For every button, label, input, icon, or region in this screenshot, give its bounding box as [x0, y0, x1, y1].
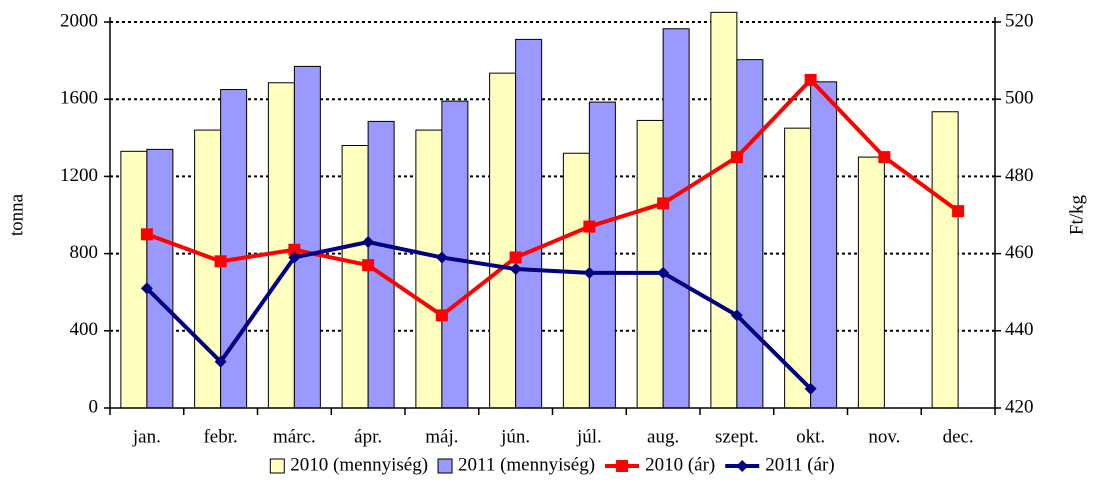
marker [583, 266, 596, 279]
y2-tick-label: 420 [1005, 396, 1034, 417]
bar [293, 65, 321, 409]
bar [710, 11, 738, 409]
bar [810, 81, 838, 409]
bar [636, 119, 664, 409]
x-tick-label: szept. [715, 426, 759, 447]
y-axis-label: tonna [6, 193, 27, 236]
y-tick-label: 1200 [60, 165, 98, 186]
x-tick-label: ápr. [354, 426, 382, 447]
marker [435, 309, 448, 322]
marker [362, 236, 375, 249]
x-tick-label: okt. [796, 426, 825, 447]
marker [140, 228, 153, 241]
line [146, 77, 960, 318]
marker [657, 197, 670, 210]
marker [616, 460, 629, 472]
marker [435, 251, 448, 264]
marker [730, 151, 743, 164]
y-tick-label: 2000 [60, 10, 98, 31]
marker [736, 460, 749, 472]
y2-tick-label: 440 [1005, 319, 1034, 340]
legend-label: 2010 (ár) [645, 454, 715, 475]
bar [489, 72, 517, 409]
bar [662, 28, 690, 409]
bar [515, 38, 543, 409]
x-tick-label: jan. [132, 426, 161, 447]
x-tick-label: máj. [425, 426, 458, 447]
y2-tick-label: 480 [1005, 165, 1034, 186]
legend-label: 2011 (ár) [765, 454, 834, 475]
bar [736, 59, 764, 409]
y-tick-label: 400 [70, 319, 99, 340]
bar [415, 129, 443, 409]
legend-label: 2010 (mennyiség) [290, 454, 428, 475]
marker [509, 251, 522, 264]
y2-tick-label: 500 [1005, 88, 1034, 109]
y-tick-label: 800 [70, 242, 99, 263]
bar [562, 152, 590, 409]
y2-tick-label: 520 [1005, 10, 1034, 31]
marker [288, 243, 301, 256]
x-tick-label: júl. [576, 426, 602, 447]
marker [214, 355, 227, 368]
x-tick-label: márc. [273, 426, 316, 447]
marker [288, 251, 301, 264]
y-tick-label: 1600 [60, 88, 98, 109]
y-tick-label: 0 [89, 396, 99, 417]
legend-swatch [269, 458, 285, 474]
marker [140, 282, 153, 295]
legend-label: 2011 (mennyiség) [458, 454, 595, 475]
y2-tick-label: 460 [1005, 242, 1034, 263]
marker [804, 73, 817, 86]
y2-axis-label: Ft/kg [1066, 194, 1087, 235]
marker [730, 309, 743, 322]
bar [931, 111, 959, 409]
bar [146, 148, 174, 409]
bar [341, 145, 369, 409]
legend: 2010 (mennyiség) 2011 (mennyiség) 2010 (ár… [269, 454, 835, 475]
marker [509, 263, 522, 276]
marker [952, 205, 965, 218]
marker [583, 220, 596, 233]
legend-swatch [437, 458, 453, 474]
x-tick-label: dec. [943, 426, 974, 447]
marker [804, 382, 817, 395]
bar [120, 150, 148, 409]
x-tick-label: nov. [868, 426, 900, 447]
x-tick-label: febr. [203, 426, 237, 447]
bar [194, 129, 222, 409]
bar [857, 156, 885, 409]
marker [214, 255, 227, 268]
marker [878, 151, 891, 164]
x-tick-label: jún. [500, 426, 530, 447]
marker [362, 259, 375, 272]
bar [784, 127, 812, 409]
x-tick-label: aug. [647, 426, 679, 447]
line [145, 240, 813, 391]
marker [657, 266, 670, 279]
bar [441, 100, 469, 409]
bar [588, 101, 616, 409]
